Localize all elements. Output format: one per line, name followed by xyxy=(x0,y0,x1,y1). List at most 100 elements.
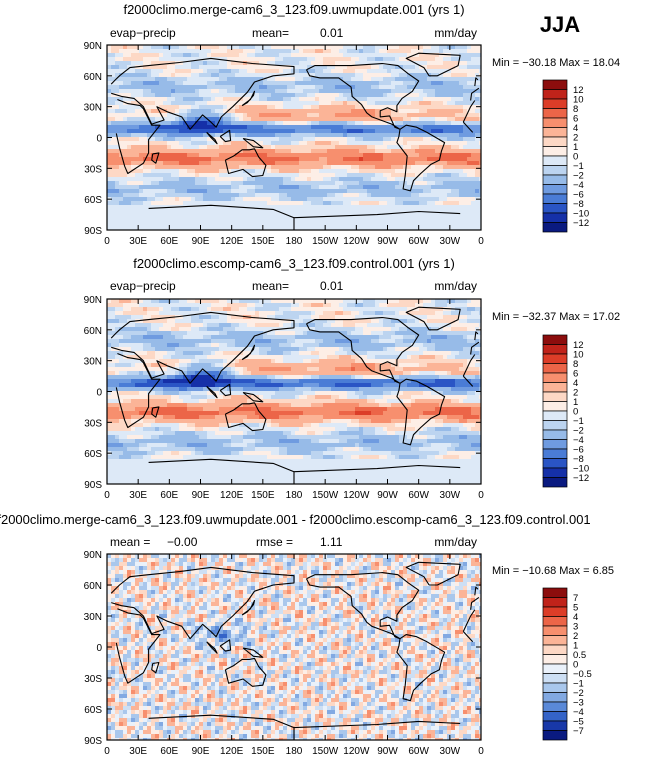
panel-title: f2000climo.escomp-cam6_3_123.f09.control… xyxy=(133,256,455,271)
lat-tick-label: 90S xyxy=(84,480,102,491)
colorbar-swatch xyxy=(542,663,568,674)
lon-tick-label: 180 xyxy=(286,490,303,501)
lon-tick-label: 150W xyxy=(312,746,339,757)
colorbar-label: 12 xyxy=(573,85,584,96)
colorbar-swatch xyxy=(542,429,568,440)
colorbar-label: −12 xyxy=(573,473,589,484)
lon-tick-label: 90E xyxy=(192,490,210,501)
colorbar-swatch xyxy=(542,682,568,693)
colorbar-swatch xyxy=(542,410,568,421)
colorbar-swatch xyxy=(542,720,568,731)
colorbar-label: 8 xyxy=(573,104,578,115)
lon-tick-label: 30E xyxy=(129,490,147,501)
lat-tick-label: 30N xyxy=(84,103,102,114)
lon-tick-label: 150E xyxy=(251,236,275,247)
colorbar-label: 6 xyxy=(573,369,578,380)
variable-label: evap−precip xyxy=(110,26,176,40)
map-field xyxy=(107,554,481,740)
lat-tick-label: 60N xyxy=(84,581,102,592)
colorbar-swatch xyxy=(542,420,568,431)
colorbar-label: 6 xyxy=(573,114,578,125)
lon-tick-label: 30W xyxy=(440,236,461,247)
coastlines xyxy=(110,52,480,230)
mean-value: 0.01 xyxy=(320,26,344,40)
colorbar-swatch xyxy=(542,458,568,469)
lon-tick-label: 30W xyxy=(440,490,461,501)
colorbar-swatch xyxy=(542,597,568,608)
colorbar-swatch xyxy=(542,448,568,459)
colorbar-swatch xyxy=(542,467,568,478)
colorbar-label: −4 xyxy=(573,707,584,718)
colorbar-swatch xyxy=(542,625,568,636)
lat-tick-label: 90N xyxy=(84,550,102,561)
lon-tick-label: 90W xyxy=(377,746,398,757)
rmse-value: 1.11 xyxy=(320,535,343,549)
lat-tick-label: 0 xyxy=(96,643,102,654)
lon-tick-label: 150W xyxy=(312,490,339,501)
colorbar-swatch xyxy=(542,587,568,598)
lat-tick-label: 30S xyxy=(84,674,102,685)
lat-tick-label: 90N xyxy=(84,295,102,306)
colorbar-label: 1 xyxy=(573,397,578,408)
lon-tick-label: 60W xyxy=(408,236,429,247)
colorbar-label: 3 xyxy=(573,622,578,633)
colorbar-label: −3 xyxy=(573,698,584,709)
colorbar-swatch xyxy=(542,477,568,488)
min-max-label: Min = −30.18 Max = 18.04 xyxy=(492,57,620,69)
colorbar-swatch xyxy=(542,193,568,204)
lon-tick-label: 60E xyxy=(160,490,178,501)
lon-tick-label: 90W xyxy=(377,490,398,501)
colorbar-label: −5 xyxy=(573,717,584,728)
colorbar-swatch xyxy=(542,155,568,166)
lat-tick-label: 30N xyxy=(84,357,102,368)
lon-tick-label: 30W xyxy=(440,746,461,757)
mean-label: mean= xyxy=(252,26,289,40)
colorbar-swatch xyxy=(542,644,568,655)
colorbar-label: −4 xyxy=(573,180,584,191)
colorbar-swatch xyxy=(542,127,568,138)
colorbar-swatch xyxy=(542,136,568,147)
colorbar-label: −2 xyxy=(573,688,584,699)
lon-tick-label: 0 xyxy=(104,746,110,757)
panel-1: f2000climo.merge-cam6_3_123.f09.uwmupdat… xyxy=(84,2,620,247)
mean-value: −0.00 xyxy=(167,535,198,549)
lon-tick-label: 0 xyxy=(478,746,484,757)
colorbar-swatch xyxy=(542,391,568,402)
colorbar-label: 2 xyxy=(573,388,578,399)
colorbar-label: −2 xyxy=(573,426,584,437)
lon-tick-label: 120E xyxy=(220,490,244,501)
mean-label: mean = xyxy=(110,535,150,549)
colorbar-label: 10 xyxy=(573,95,584,106)
colorbar-swatch xyxy=(542,606,568,617)
colorbar-swatch xyxy=(542,184,568,195)
colorbar-label: −1 xyxy=(573,416,584,427)
colorbar-label: −2 xyxy=(573,171,584,182)
colorbar-swatch xyxy=(542,353,568,364)
lon-tick-label: 30E xyxy=(129,236,147,247)
colorbar-label: 12 xyxy=(573,340,584,351)
colorbar-swatch xyxy=(542,146,568,157)
colorbar-swatch xyxy=(542,730,568,741)
lon-tick-label: 60W xyxy=(408,490,429,501)
lon-tick-label: 60E xyxy=(160,236,178,247)
units-label: mm/day xyxy=(434,279,477,293)
colorbar-swatch xyxy=(542,616,568,627)
mean-value: 0.01 xyxy=(320,279,344,293)
colorbar-label: 2 xyxy=(573,631,578,642)
lon-tick-label: 120E xyxy=(220,236,244,247)
colorbar-swatch xyxy=(542,673,568,684)
colorbar-label: −1 xyxy=(573,161,584,172)
colorbar-label: −7 xyxy=(573,726,584,737)
colorbar-label: 0 xyxy=(573,407,578,418)
colorbar-label: 1 xyxy=(573,142,578,153)
colorbar-label: −6 xyxy=(573,190,584,201)
colorbar-label: 4 xyxy=(573,378,578,389)
colorbar-swatch xyxy=(542,203,568,214)
colorbar-swatch xyxy=(542,212,568,223)
coastlines xyxy=(110,306,480,484)
lat-tick-label: 0 xyxy=(96,388,102,399)
colorbar-swatch xyxy=(542,117,568,128)
lon-tick-label: 120W xyxy=(343,490,370,501)
